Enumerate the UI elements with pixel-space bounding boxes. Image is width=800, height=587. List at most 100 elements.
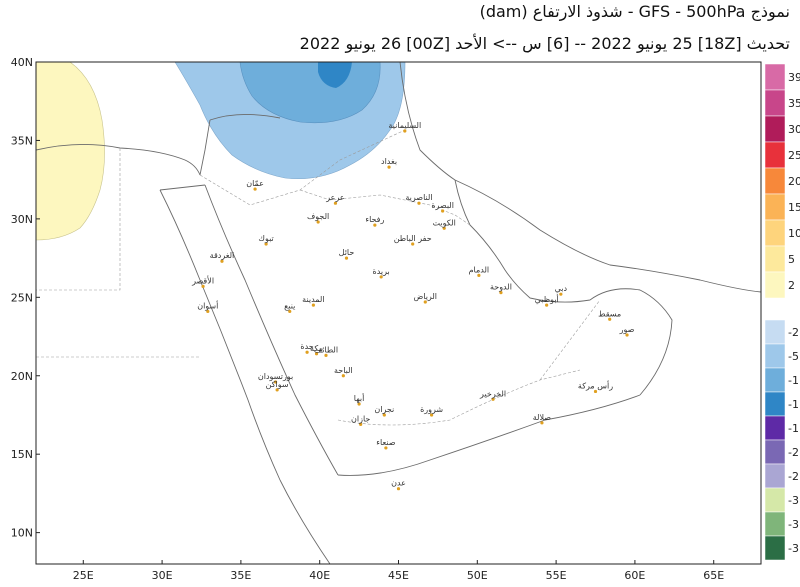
city-label: الطائف bbox=[314, 345, 338, 354]
colorbar-swatch bbox=[764, 167, 786, 195]
city-label: المدينة bbox=[302, 295, 324, 304]
colorbar-swatch bbox=[764, 319, 786, 345]
city-marker bbox=[540, 421, 544, 425]
colorbar-swatch bbox=[764, 63, 786, 91]
city-label: الخرخير bbox=[479, 389, 506, 398]
lat-label: 25N bbox=[11, 291, 33, 304]
city-label: الأقصر bbox=[191, 275, 214, 285]
city-label: بريدة bbox=[373, 267, 390, 276]
colorbar-label: 20 bbox=[788, 175, 800, 188]
city-marker bbox=[499, 291, 503, 295]
colorbar-swatch bbox=[764, 367, 786, 393]
colorbar-swatch bbox=[764, 343, 786, 369]
positive-anomaly-area bbox=[36, 62, 105, 241]
city-label: عمّان bbox=[246, 179, 264, 188]
city-label: صور bbox=[619, 325, 635, 334]
city-marker bbox=[559, 292, 563, 296]
city-marker bbox=[201, 284, 205, 288]
colorbar-label: -1 bbox=[788, 374, 799, 387]
city-marker bbox=[359, 422, 363, 426]
city-marker bbox=[220, 259, 224, 263]
city-marker bbox=[275, 388, 279, 392]
lat-label: 35N bbox=[11, 134, 33, 147]
city-marker bbox=[379, 275, 383, 279]
colorbar-label: -1 bbox=[788, 398, 799, 411]
city-marker bbox=[477, 273, 481, 277]
city-label: الغردقة bbox=[210, 251, 235, 260]
colorbar-label: 15 bbox=[788, 201, 800, 214]
city-marker bbox=[384, 446, 388, 450]
city-marker bbox=[403, 129, 407, 133]
colorbar-swatch bbox=[764, 487, 786, 513]
city-marker bbox=[608, 317, 612, 321]
lon-label: 60E bbox=[624, 569, 645, 582]
city-label: الجوف bbox=[307, 212, 329, 221]
lat-label: 30N bbox=[11, 213, 33, 226]
lon-label: 25E bbox=[73, 569, 94, 582]
lon-label: 50E bbox=[467, 569, 488, 582]
city-marker bbox=[411, 242, 415, 246]
colorbar-swatch bbox=[764, 439, 786, 465]
city-marker bbox=[333, 201, 338, 205]
lon-label: 35E bbox=[230, 569, 251, 582]
city-marker bbox=[341, 374, 345, 378]
colorbar-label: -3 bbox=[788, 494, 799, 507]
city-marker bbox=[387, 165, 391, 169]
colorbar-label: -2 bbox=[788, 326, 799, 339]
colorbar-label: -2 bbox=[788, 470, 799, 483]
city-marker bbox=[373, 223, 377, 227]
city-label: رأس مركة bbox=[578, 380, 613, 390]
city-label: صلالة bbox=[533, 413, 552, 422]
lon-label: 45E bbox=[388, 569, 409, 582]
city-marker bbox=[316, 220, 320, 224]
city-marker bbox=[273, 380, 278, 384]
colorbar-label: 25 bbox=[788, 149, 800, 162]
city-marker bbox=[593, 389, 598, 394]
colorbar-swatch bbox=[764, 271, 786, 299]
city-label: ينبع bbox=[284, 301, 295, 310]
colorbar-label: -3 bbox=[788, 518, 799, 531]
city-label: البصرة bbox=[431, 201, 454, 210]
colorbar-swatch bbox=[764, 535, 786, 561]
lat-label: 40N bbox=[11, 56, 33, 69]
map-subtitle: تحديث [18Z] 25 يونيو 2022 -- [6] س --> ا… bbox=[299, 34, 790, 53]
lon-label: 40E bbox=[309, 569, 330, 582]
latitude-labels: 40N 35N 30N 25N 20N 15N 10N bbox=[11, 56, 40, 540]
city-label: الرياض bbox=[414, 292, 437, 301]
city-label: الباحة bbox=[334, 366, 353, 375]
city-marker bbox=[441, 209, 445, 213]
city-label: الكويت bbox=[433, 218, 456, 227]
colorbar-swatch bbox=[764, 115, 786, 143]
city-marker bbox=[357, 402, 361, 406]
city-marker bbox=[382, 413, 386, 417]
city-label: سواكن bbox=[266, 380, 289, 389]
city-marker bbox=[396, 487, 401, 491]
city-label: مكة bbox=[310, 344, 323, 353]
colorbar-label: -5 bbox=[788, 350, 799, 363]
city-marker bbox=[491, 397, 495, 401]
lon-label: 65E bbox=[703, 569, 724, 582]
city-marker bbox=[442, 226, 446, 230]
colorbar-label: -3 bbox=[788, 542, 799, 555]
lat-label: 15N bbox=[11, 448, 33, 461]
colorbar-label: 2 bbox=[788, 279, 795, 292]
colorbar-swatch bbox=[764, 511, 786, 537]
city-label: رفحاء bbox=[365, 215, 384, 224]
city-label: أبها bbox=[354, 393, 365, 403]
city-label: السليمانية bbox=[388, 121, 421, 130]
city-label: أسوان bbox=[197, 300, 218, 310]
city-marker bbox=[253, 187, 257, 191]
colorbar-swatch bbox=[764, 463, 786, 489]
colorbar-swatch bbox=[764, 141, 786, 169]
city-marker bbox=[264, 242, 268, 246]
city-marker bbox=[423, 300, 427, 304]
colorbar-label: 39 bbox=[788, 71, 800, 84]
colorbar-label: -2 bbox=[788, 446, 799, 459]
city-marker bbox=[417, 201, 421, 205]
city-label: مسقط bbox=[598, 309, 621, 318]
city-marker bbox=[625, 333, 629, 337]
city-label: حائل bbox=[339, 248, 355, 257]
city-label: الدمام bbox=[469, 265, 490, 274]
